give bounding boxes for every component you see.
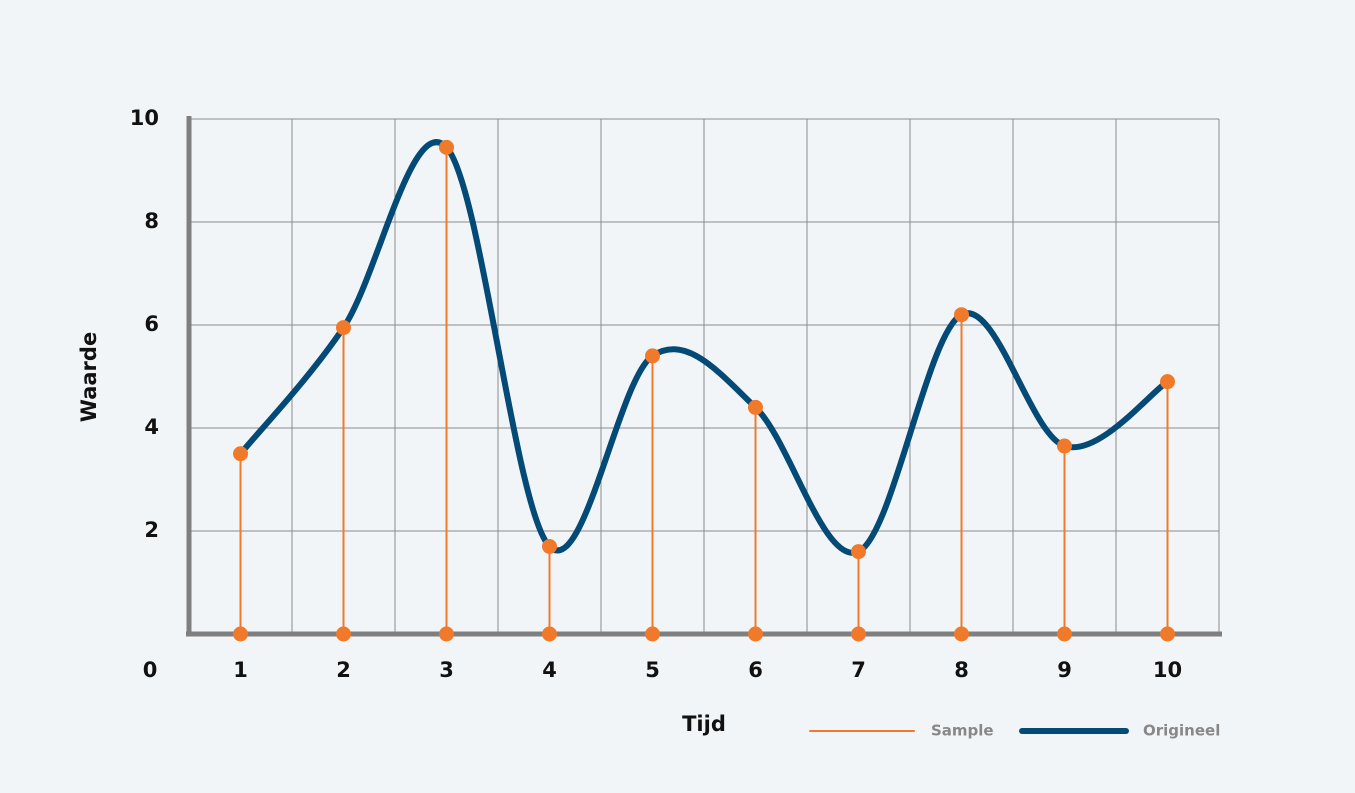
y-tick-label: 8 (144, 209, 159, 233)
x-tick-label: 7 (851, 658, 866, 682)
sample-point (748, 399, 763, 415)
x-tick-label: 6 (748, 658, 763, 682)
x-tick-label: 8 (954, 658, 969, 682)
y-tick-label: 0 (143, 658, 158, 682)
stem-base (851, 626, 866, 642)
x-tick-label: 9 (1057, 658, 1072, 682)
y-tick-label: 2 (144, 518, 159, 542)
stem-base (542, 626, 557, 642)
sample-point (1057, 438, 1072, 454)
y-tick-label: 6 (144, 312, 159, 336)
stem-base (1057, 626, 1072, 642)
sample-point (851, 544, 866, 560)
x-tick-label: 2 (336, 658, 351, 682)
stem-base (645, 626, 660, 642)
stem-base (954, 626, 969, 642)
stem-base (336, 626, 351, 642)
x-tick-label: 1 (233, 658, 248, 682)
x-tick-label: 4 (542, 658, 557, 682)
y-axis-label: Waarde (77, 332, 101, 422)
legend-label: Origineel (1143, 722, 1220, 740)
x-axis-label: Tijd (682, 712, 726, 736)
original-curve (237, 139, 1171, 556)
stem-base (748, 626, 763, 642)
y-tick-label: 4 (144, 415, 159, 439)
x-tick-label: 3 (439, 658, 454, 682)
x-tick-label: 5 (645, 658, 660, 682)
sample-point (336, 320, 351, 336)
y-tick-label: 10 (130, 106, 159, 130)
sample-point (233, 446, 248, 462)
legend-label: Sample (931, 722, 994, 740)
sample-point (954, 307, 969, 323)
sample-point (542, 538, 557, 554)
stem-base (439, 626, 454, 642)
sample-point (1160, 374, 1175, 390)
x-tick-label: 10 (1153, 658, 1182, 682)
stem-base (1160, 626, 1175, 642)
sample-point (439, 139, 454, 155)
stem-base (233, 626, 248, 642)
sample-point (645, 348, 660, 364)
